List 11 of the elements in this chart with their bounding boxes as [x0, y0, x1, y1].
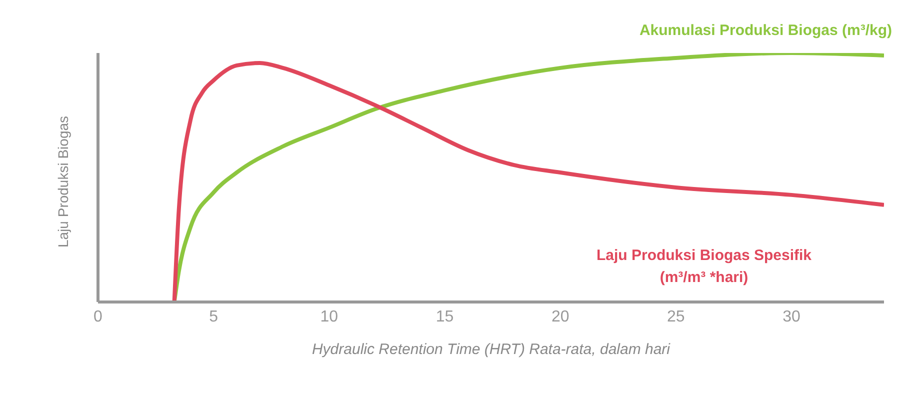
- x-tick-label: 25: [667, 308, 685, 326]
- x-axis-title: Hydraulic Retention Time (HRT) Rata-rata, dalam hari: [312, 341, 671, 358]
- x-tick-label: 15: [436, 308, 454, 326]
- x-tick-label: 20: [551, 308, 570, 326]
- text: Laju Produksi Biogas Spesifik (m³/m³ *hari): [595, 246, 813, 288]
- series-label: Akumulasi Produksi Biogas (m³/kg): [638, 21, 892, 41]
- x-tick-label: 0: [94, 308, 103, 326]
- x-tick-label: 30: [782, 308, 801, 326]
- x-tick-label: 5: [209, 308, 218, 326]
- x-tick-label: 10: [320, 308, 338, 326]
- y-axis-title: Laju Produksi Biogas: [54, 116, 71, 248]
